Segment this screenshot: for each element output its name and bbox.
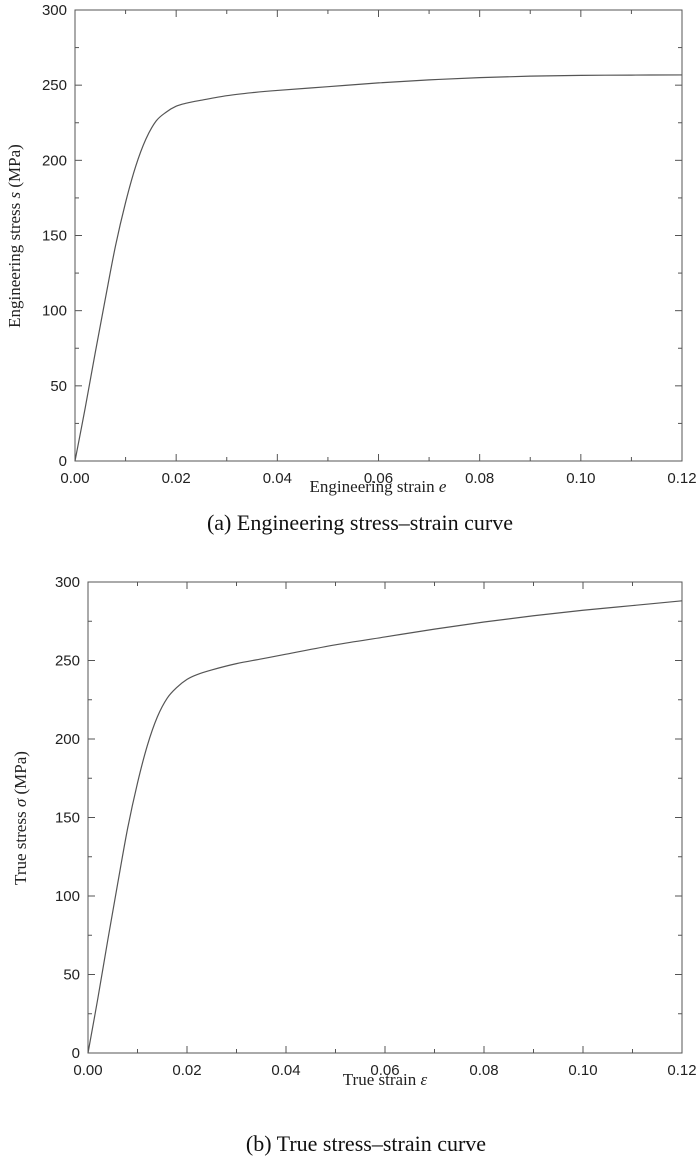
y-tick-label: 250 [55, 653, 80, 670]
x-tick-label: 0.08 [465, 470, 494, 487]
x-tick-label: 0.02 [172, 1062, 201, 1079]
x-axis-title-symbol: ε [421, 1070, 428, 1089]
x-axis-title-symbol: e [439, 477, 447, 496]
axis-ticks [74, 9, 683, 462]
x-axis-title: Engineering strain e [310, 477, 447, 496]
y-axis-title-symbol: s [5, 191, 24, 198]
x-tick-label: 0.06 [364, 470, 393, 487]
y-tick-label: 50 [50, 378, 67, 395]
y-tick-labels: 0 50 100 150 200 250 300 [55, 574, 80, 1062]
x-tick-label: 0.08 [469, 1062, 498, 1079]
x-tick-labels: 0.00 0.02 0.04 0.06 0.08 0.10 0.12 [73, 1062, 696, 1079]
y-tick-labels: 0 50 100 150 200 250 300 [42, 2, 67, 470]
chart-engineering: 0.00 0.02 0.04 0.06 0.08 0.10 0.12 0 50 100 150 20… [5, 2, 697, 535]
y-tick-label: 250 [42, 77, 67, 94]
y-tick-label: 200 [55, 731, 80, 748]
x-tick-label: 0.04 [271, 1062, 300, 1079]
y-axis-title-symbol: σ [11, 798, 30, 807]
axis-ticks [87, 581, 683, 1054]
y-axis-title-unit: (MPa) [11, 751, 30, 799]
x-axis-title-main: True strain [343, 1070, 421, 1089]
y-tick-label: 300 [55, 574, 80, 591]
x-tick-label: 0.00 [60, 470, 89, 487]
y-tick-label: 200 [42, 152, 67, 169]
y-tick-label: 0 [72, 1045, 80, 1062]
y-tick-label: 150 [42, 228, 67, 245]
stress-strain-curve [87, 600, 683, 1054]
chart-true: 0.00 0.02 0.04 0.06 0.08 0.10 0.12 0 50 100 150 20… [11, 574, 697, 1156]
x-tick-labels: 0.00 0.02 0.04 0.06 0.08 0.10 0.12 [60, 470, 696, 487]
curve-layer [74, 74, 683, 462]
x-tick-label: 0.12 [667, 470, 696, 487]
y-axis-title-unit: (MPa) [5, 144, 24, 192]
y-tick-label: 100 [42, 303, 67, 320]
x-axis-title: True strain ε [343, 1070, 428, 1089]
chart-caption: (b) True stress–strain curve [246, 1131, 486, 1156]
y-axis-title-main: True stress [11, 807, 30, 885]
y-axis-title: Engineering stress s (MPa) [5, 144, 24, 328]
x-tick-label: 0.02 [162, 470, 191, 487]
chart-caption: (a) Engineering stress–strain curve [207, 510, 513, 535]
y-tick-label: 100 [55, 888, 80, 905]
stress-strain-curve [74, 74, 683, 462]
y-axis-title-main: Engineering stress [5, 198, 24, 327]
x-tick-label: 0.04 [263, 470, 292, 487]
plot-area-frame [74, 9, 683, 462]
y-tick-label: 150 [55, 810, 80, 827]
plot-area-frame [87, 581, 683, 1054]
x-tick-label: 0.10 [568, 1062, 597, 1079]
y-tick-label: 300 [42, 2, 67, 19]
x-axis-title-main: Engineering strain [310, 477, 439, 496]
y-tick-label: 50 [63, 967, 80, 984]
x-tick-label: 0.10 [566, 470, 595, 487]
x-tick-label: 0.00 [73, 1062, 102, 1079]
y-tick-label: 0 [59, 453, 67, 470]
x-tick-label: 0.06 [370, 1062, 399, 1079]
y-axis-title: True stress σ (MPa) [11, 751, 30, 885]
x-tick-label: 0.12 [667, 1062, 696, 1079]
curve-layer [87, 600, 683, 1054]
